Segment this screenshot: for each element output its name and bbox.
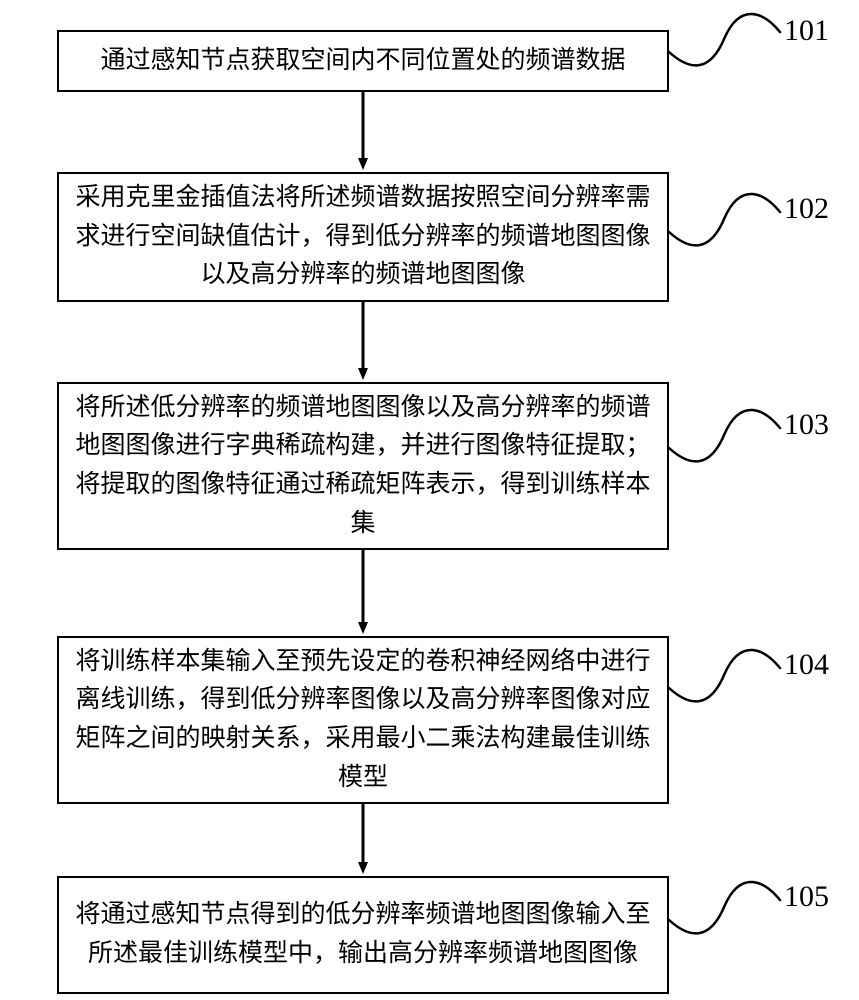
label-connector-squiggle [669, 194, 780, 245]
label-connector-squiggle [669, 882, 780, 933]
connector-overlay [0, 0, 859, 1000]
label-connector-squiggle [669, 650, 780, 701]
flowchart-canvas: 通过感知节点获取空间内不同位置处的频谱数据 采用克里金插值法将所述频谱数据按照空… [0, 0, 859, 1000]
label-connector-squiggle [669, 14, 780, 65]
label-connector-squiggle [669, 410, 780, 461]
